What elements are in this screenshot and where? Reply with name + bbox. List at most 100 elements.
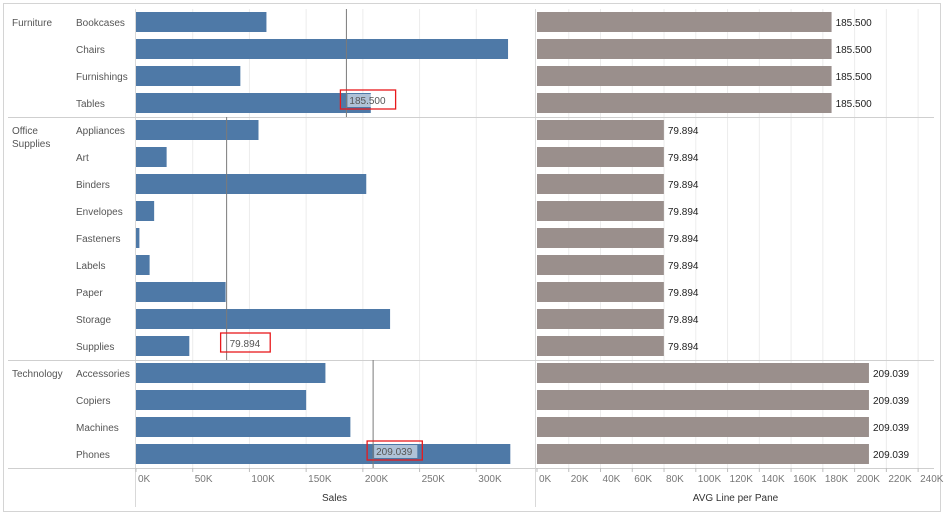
reference-label-bg (227, 337, 266, 350)
avg-bar (537, 201, 664, 221)
category-label: Supplies (12, 139, 50, 150)
category-label: Technology (12, 369, 63, 380)
avg-value-label: 79.894 (668, 153, 699, 164)
sales-bar (136, 39, 509, 59)
subcategory-label: Phones (76, 450, 110, 461)
subcategory-label: Labels (76, 261, 105, 272)
avg-value-label: 79.894 (668, 234, 699, 245)
avg-value-label: 79.894 (668, 261, 699, 272)
avg-value-label: 79.894 (668, 126, 699, 137)
subcategory-label: Appliances (76, 126, 125, 137)
right-axis-tick-label: 240K (920, 474, 944, 485)
avg-bar (537, 444, 869, 464)
avg-bar (537, 363, 869, 383)
avg-value-label: 209.039 (873, 450, 910, 461)
category-label: Office (12, 126, 38, 137)
avg-bar (537, 255, 664, 275)
left-axis-tick-label: 100K (251, 474, 275, 485)
subcategory-label: Copiers (76, 396, 110, 407)
sales-bar (136, 120, 259, 140)
avg-value-label: 185.500 (836, 72, 873, 83)
avg-bar (537, 147, 664, 167)
avg-bar (537, 12, 832, 32)
sales-bar (136, 444, 511, 464)
sales-bar (136, 363, 326, 383)
subcategory-label: Bookcases (76, 18, 125, 29)
avg-bar (537, 174, 664, 194)
highlight-box (339, 89, 397, 110)
reference-label-bg (347, 94, 391, 107)
subcategory-label: Paper (76, 288, 103, 299)
sales-bar (136, 201, 155, 221)
right-axis-tick-label: 180K (825, 474, 849, 485)
subcategory-label: Art (76, 153, 89, 164)
sales-bar (136, 12, 267, 32)
reference-value-label: 185.500 (349, 96, 386, 107)
subcategory-label: Furnishings (76, 72, 128, 83)
avg-value-label: 209.039 (873, 369, 910, 380)
avg-value-label: 79.894 (668, 207, 699, 218)
right-axis-tick-label: 100K (698, 474, 722, 485)
right-axis-tick-label: 0K (539, 474, 552, 485)
left-axis-tick-label: 50K (195, 474, 213, 485)
chart-border (3, 3, 941, 512)
right-axis-tick-label: 80K (666, 474, 684, 485)
avg-value-label: 79.894 (668, 180, 699, 191)
highlight-box (219, 332, 271, 353)
sales-bar (136, 66, 241, 86)
avg-bar (537, 66, 832, 86)
right-axis-tick-label: 200K (857, 474, 881, 485)
subcategory-label: Chairs (76, 45, 105, 56)
subcategory-label: Storage (76, 315, 111, 326)
sales-bar (136, 417, 351, 437)
avg-bar (537, 228, 664, 248)
sales-bar (136, 93, 371, 113)
avg-value-label: 79.894 (668, 315, 699, 326)
left-axis-tick-label: 250K (422, 474, 446, 485)
sales-bar (136, 336, 190, 356)
right-axis-tick-label: 220K (888, 474, 912, 485)
subcategory-label: Tables (76, 99, 105, 110)
avg-bar (537, 417, 869, 437)
subcategory-label: Accessories (76, 369, 130, 380)
sales-bar (136, 255, 150, 275)
avg-bar (537, 282, 664, 302)
subcategory-label: Machines (76, 423, 119, 434)
avg-value-label: 185.500 (836, 99, 873, 110)
right-axis-tick-label: 20K (571, 474, 589, 485)
right-axis-tick-label: 40K (603, 474, 621, 485)
left-axis-tick-label: 0K (138, 474, 151, 485)
subcategory-label: Fasteners (76, 234, 120, 245)
avg-value-label: 185.500 (836, 45, 873, 56)
left-axis-tick-label: 200K (365, 474, 389, 485)
avg-value-label: 79.894 (668, 342, 699, 353)
category-label: Furniture (12, 18, 52, 29)
right-axis-tick-label: 120K (730, 474, 754, 485)
sales-bar (136, 282, 226, 302)
avg-value-label: 79.894 (668, 288, 699, 299)
avg-value-label: 209.039 (873, 423, 910, 434)
avg-bar (537, 120, 664, 140)
avg-bar (537, 39, 832, 59)
right-axis-tick-label: 160K (793, 474, 817, 485)
right-axis-tick-label: 140K (761, 474, 785, 485)
right-axis-title: AVG Line per Pane (693, 493, 779, 504)
avg-bar (537, 309, 664, 329)
subcategory-label: Supplies (76, 342, 114, 353)
left-axis-tick-label: 300K (478, 474, 502, 485)
sales-bar (136, 147, 167, 167)
sales-bar (136, 309, 391, 329)
avg-value-label: 185.500 (836, 18, 873, 29)
reference-value-label: 79.894 (230, 339, 261, 350)
avg-bar (537, 390, 869, 410)
right-axis-tick-label: 60K (634, 474, 652, 485)
highlight-box (366, 440, 423, 461)
sales-bar (136, 174, 367, 194)
subcategory-label: Envelopes (76, 207, 123, 218)
left-axis-tick-label: 150K (308, 474, 332, 485)
avg-bar (537, 336, 664, 356)
avg-value-label: 209.039 (873, 396, 910, 407)
sales-bar (136, 228, 140, 248)
